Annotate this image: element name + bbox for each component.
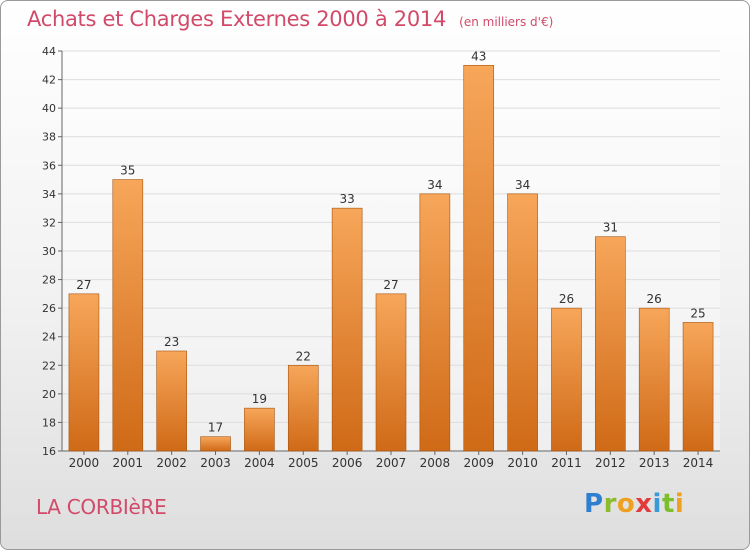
y-tick-label: 28 (42, 274, 56, 287)
y-tick-label: 38 (42, 131, 56, 144)
y-tick-label: 26 (42, 302, 56, 315)
x-tick-label: 2005 (288, 456, 319, 470)
bar (464, 65, 494, 451)
bar (595, 237, 625, 451)
bar-value-label: 35 (120, 164, 135, 178)
x-tick-label: 2003 (200, 456, 231, 470)
bar-value-label: 27 (76, 278, 91, 292)
bar-value-label: 34 (515, 178, 530, 192)
bar-value-label: 34 (427, 178, 442, 192)
bar-value-label: 25 (690, 306, 705, 320)
y-tick-label: 30 (42, 245, 56, 258)
bar (639, 308, 669, 451)
y-tick-label: 36 (42, 159, 56, 172)
y-tick-label: 44 (42, 45, 56, 58)
bar-value-label: 17 (208, 421, 223, 435)
bar-value-label: 26 (559, 292, 574, 306)
y-tick-label: 24 (42, 331, 56, 344)
bar (420, 194, 450, 451)
bar-chart: 16 18 20 22 24 26 28 30 32 34 36 38 40 42 44 27 2000 35 20… (1, 1, 750, 550)
x-tick-label: 2002 (156, 456, 187, 470)
bar (288, 365, 318, 451)
y-tick-label: 16 (42, 445, 56, 458)
logo-letter: o (617, 489, 635, 519)
bar (332, 208, 362, 451)
bar-value-label: 33 (339, 192, 354, 206)
bar (113, 180, 143, 451)
town-name: LA CORBIèRE (36, 495, 166, 519)
x-tick-label: 2008 (420, 456, 451, 470)
bar (201, 437, 231, 451)
bar-value-label: 22 (296, 349, 311, 363)
bar (508, 194, 538, 451)
bar (376, 294, 406, 451)
x-tick-label: 2010 (507, 456, 538, 470)
y-tick-label: 32 (42, 216, 56, 229)
logo-letter: P (584, 489, 604, 519)
bar-value-label: 19 (252, 392, 267, 406)
x-tick-label: 2009 (463, 456, 494, 470)
x-tick-label: 2004 (244, 456, 275, 470)
logo-letter: r (604, 489, 617, 519)
y-tick-label: 20 (42, 388, 56, 401)
bar-value-label: 23 (164, 335, 179, 349)
x-tick-label: 2006 (332, 456, 363, 470)
x-tick-label: 2011 (551, 456, 582, 470)
x-tick-label: 2012 (595, 456, 626, 470)
logo-letter: i (653, 489, 662, 519)
logo-letter: i (675, 489, 684, 519)
x-tick-label: 2000 (69, 456, 100, 470)
x-tick-label: 2013 (639, 456, 670, 470)
bar (157, 351, 187, 451)
x-tick-label: 2007 (376, 456, 407, 470)
bar-value-label: 43 (471, 49, 486, 63)
bar (551, 308, 581, 451)
logo-letter: x (635, 489, 652, 519)
bar-value-label: 31 (603, 221, 618, 235)
bar (244, 408, 274, 451)
y-tick-label: 34 (42, 188, 56, 201)
x-tick-label: 2014 (683, 456, 714, 470)
chart-frame: Achats et Charges Externes 2000 à 2014 (… (0, 0, 750, 550)
y-tick-label: 42 (42, 74, 56, 87)
bar (69, 294, 99, 451)
proxiti-logo: Proxiti (584, 489, 684, 519)
y-tick-label: 22 (42, 359, 56, 372)
bar-value-label: 26 (647, 292, 662, 306)
x-tick-label: 2001 (113, 456, 144, 470)
y-tick-label: 40 (42, 102, 56, 115)
bar-value-label: 27 (383, 278, 398, 292)
bar (683, 322, 713, 451)
y-tick-label: 18 (42, 416, 56, 429)
logo-letter: t (662, 489, 675, 519)
